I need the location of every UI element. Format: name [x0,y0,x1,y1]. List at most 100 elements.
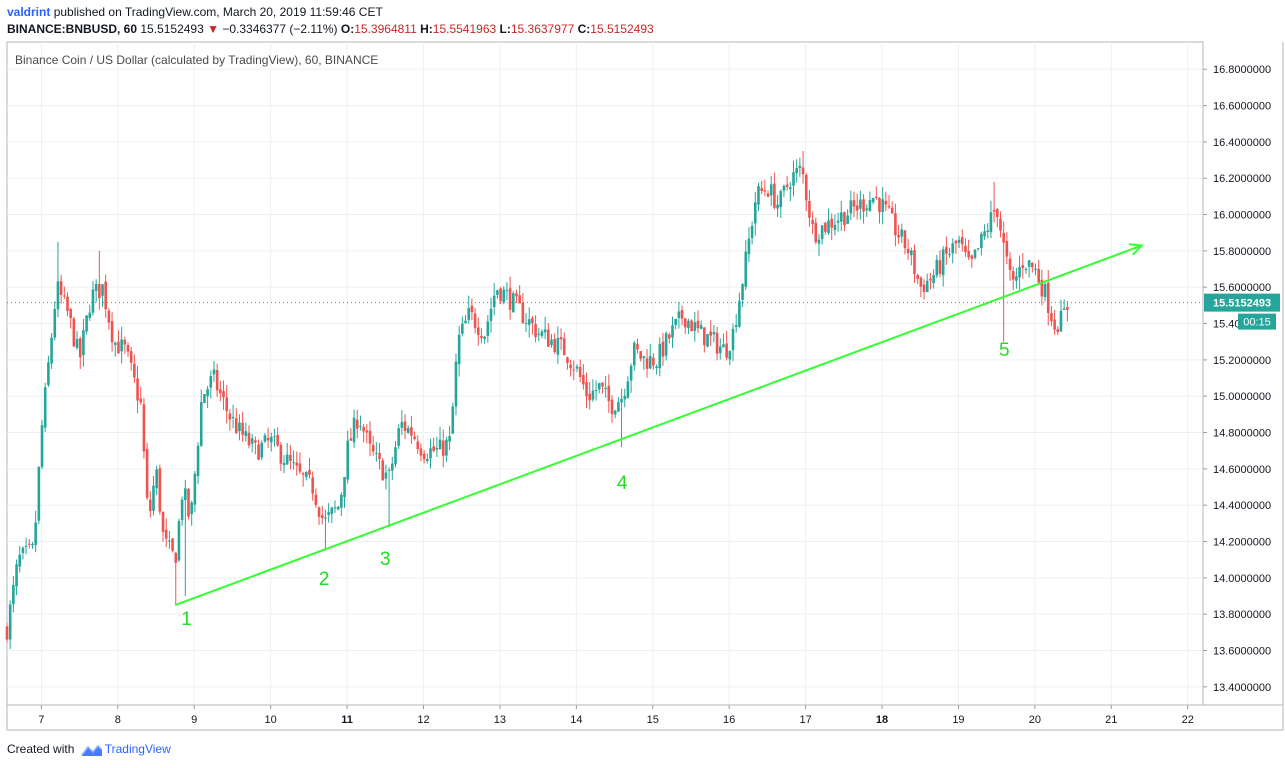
open-label: O: [340,22,355,36]
candle-body [152,485,155,511]
candle-body [343,477,346,498]
candle-body [53,309,57,338]
candle-body [238,422,241,432]
candle-body [158,468,162,512]
candle-body [671,325,674,338]
candle-body [142,404,146,452]
candle-body [588,393,592,401]
candle-body [263,435,267,442]
candle-body [289,454,292,461]
annotation-label: 5 [999,340,1010,361]
candle-body [155,469,158,489]
candle-body [1018,266,1021,278]
candle-body [113,342,117,345]
candle-body [352,417,356,443]
candle-body [706,334,709,347]
x-tick-label: 19 [952,714,964,726]
y-tick-label: 15.2000000 [1213,355,1271,367]
candle-body [566,357,569,364]
candle-body [502,289,506,303]
candle-body [301,473,305,475]
chart-title: Binance Coin / US Dollar (calculated by … [15,53,378,67]
candle-body [674,318,677,326]
candle-body [1066,307,1069,310]
candle-body [139,398,143,403]
candle-body [336,506,340,510]
x-tick-label: 8 [115,714,121,726]
candle-body [375,452,378,454]
x-axis-frame [6,704,1284,731]
candle-body [550,339,553,346]
candle-body [410,427,413,436]
x-tick-label: 14 [570,714,582,726]
x-tick-label: 22 [1182,714,1194,726]
candle-body [324,517,327,519]
countdown-badge [1238,313,1276,330]
x-tick-label: 9 [191,714,197,726]
candle-body [333,507,337,509]
candle-body [992,209,996,212]
candle-body [15,564,18,587]
candle-body [591,390,595,400]
candle-body [613,410,617,415]
candle-body [422,453,426,460]
candle-body [499,288,502,302]
x-tick-label: 21 [1105,714,1117,726]
candle-body [683,318,687,328]
candle-body [34,522,37,546]
candle-body [534,324,537,338]
candle-body [231,416,235,419]
candle-body [738,300,741,327]
candle-body [298,463,302,472]
candle-body [101,284,104,296]
candle-body [690,320,693,332]
candle-body [897,234,900,238]
candle-body [473,313,477,328]
x-tick-label: 17 [799,714,811,726]
candle-body [836,220,840,223]
candle-body [1005,241,1009,257]
candle-body [266,437,270,441]
candle-body [703,327,706,346]
candle-body [257,444,260,460]
candle-body [629,365,633,381]
candle-body [537,333,541,335]
tradingview-brand[interactable]: TradingView [104,742,171,756]
candle-body [330,507,334,514]
candle-body [620,398,623,403]
candle-body [572,369,576,371]
candle-body [244,431,248,437]
low-value: 15.3637977 [510,22,575,36]
candle-body [887,205,891,208]
candle-body [346,440,350,480]
candle-body [381,460,385,481]
candle-body [865,208,869,211]
candle-body [976,248,980,250]
candle-body [78,338,82,358]
candle-body [82,330,85,356]
candle-body [801,167,805,175]
high-label: H: [420,22,433,36]
candle-body [543,329,547,333]
candle-body [397,428,400,446]
candle-body [693,322,697,331]
x-tick-label: 12 [417,714,429,726]
candle-body [464,320,467,324]
author-username[interactable]: valdrint [7,5,51,19]
candle-body [712,332,716,335]
candle-body [148,499,152,511]
y-tick-label: 13.8000000 [1213,609,1271,621]
candle-body [938,260,942,274]
candle-body [559,337,563,340]
candle-body [597,382,601,390]
candle-body [623,395,627,400]
candle-body [855,205,859,211]
candle-body [725,343,728,358]
candle-body [524,322,528,324]
candle-body [658,343,662,369]
candle-body [8,604,12,640]
x-tick-label: 7 [38,714,44,726]
candle-body [878,197,881,213]
candle-body [1021,265,1025,268]
